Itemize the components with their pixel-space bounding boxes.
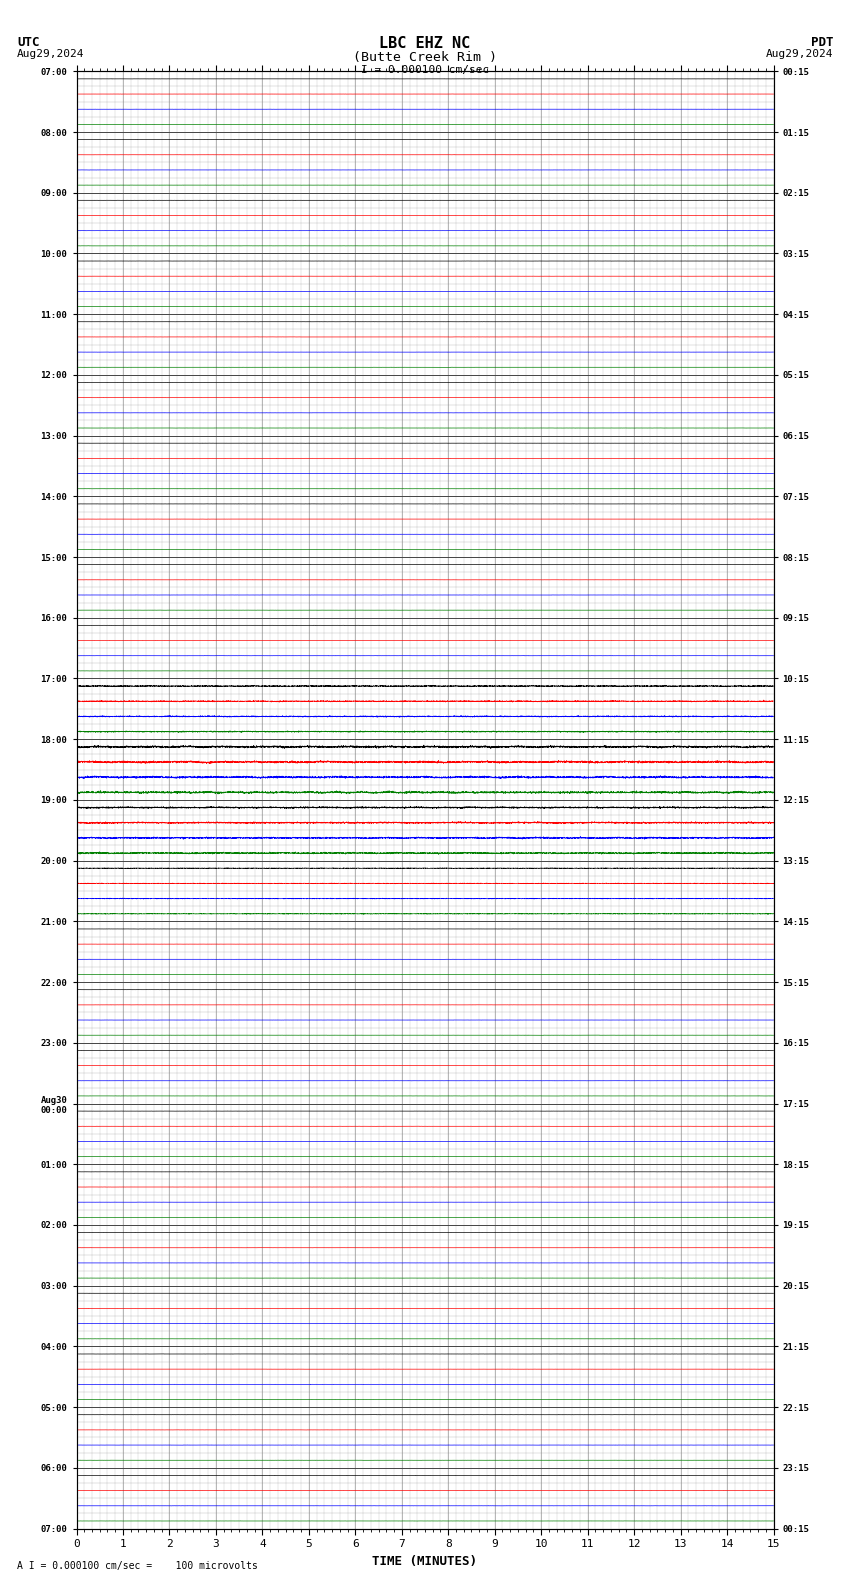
Text: I = 0.000100 cm/sec: I = 0.000100 cm/sec [361,65,489,74]
X-axis label: TIME (MINUTES): TIME (MINUTES) [372,1554,478,1568]
Text: LBC EHZ NC: LBC EHZ NC [379,35,471,51]
Text: Aug29,2024: Aug29,2024 [17,49,84,59]
Text: (Butte Creek Rim ): (Butte Creek Rim ) [353,51,497,63]
Text: A I = 0.000100 cm/sec =    100 microvolts: A I = 0.000100 cm/sec = 100 microvolts [17,1562,258,1571]
Text: UTC: UTC [17,35,39,49]
Text: PDT: PDT [811,35,833,49]
Text: Aug29,2024: Aug29,2024 [766,49,833,59]
